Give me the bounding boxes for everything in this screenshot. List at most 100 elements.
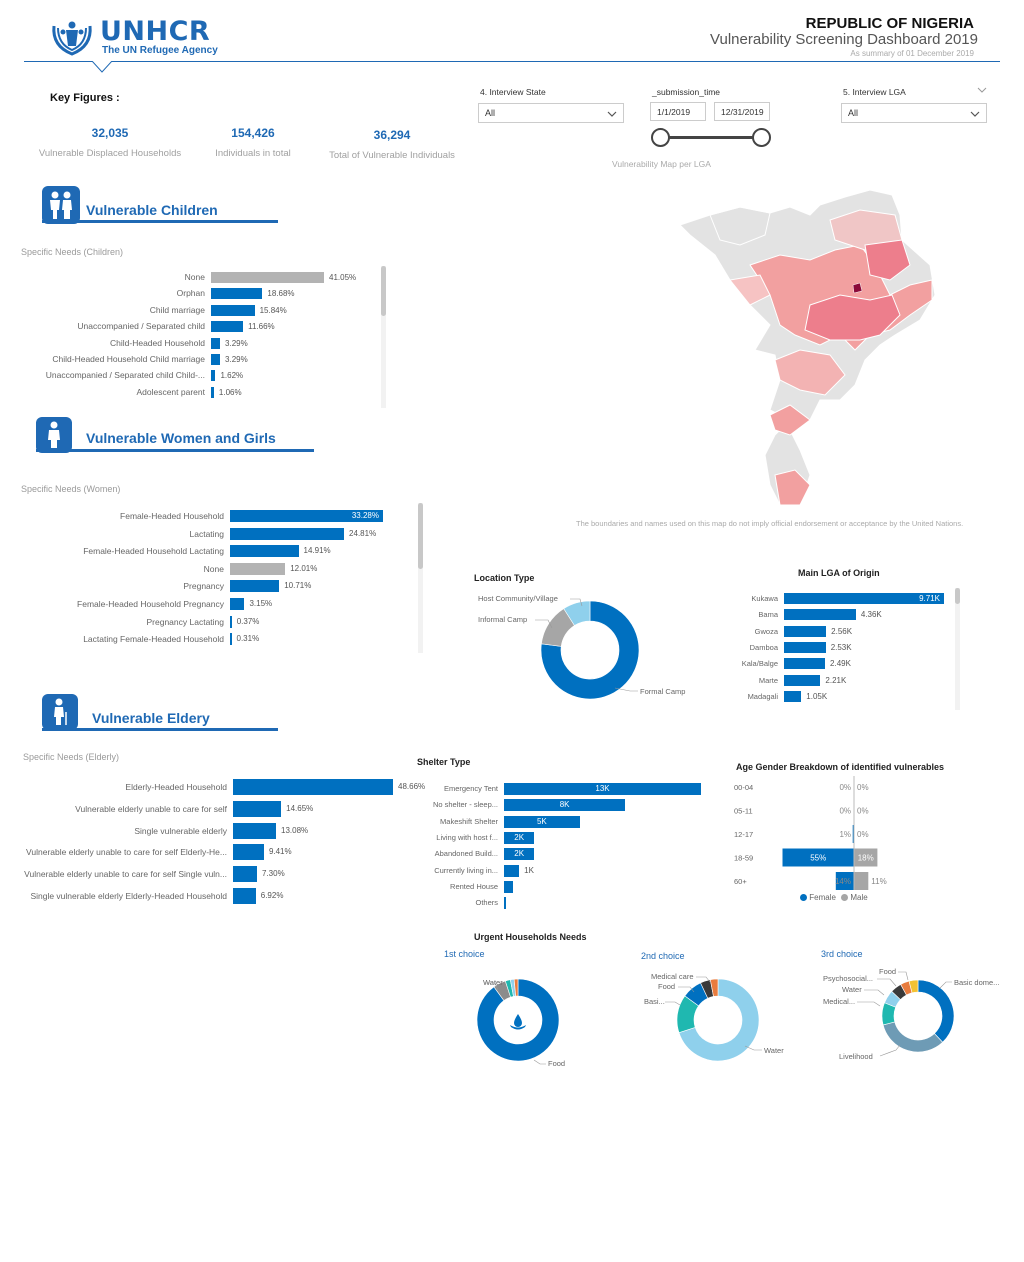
female-bar[interactable]: [782, 848, 855, 867]
donut-leader-line: [696, 976, 711, 983]
bar[interactable]: [211, 337, 221, 349]
bar[interactable]: [504, 831, 535, 844]
bar[interactable]: [784, 625, 827, 637]
lga-collapse-chevron-icon[interactable]: [977, 87, 987, 93]
bar[interactable]: [211, 386, 214, 398]
bar-category-label: Madagali: [747, 691, 778, 701]
bar[interactable]: [504, 783, 701, 795]
vulnerability-map[interactable]: [670, 185, 945, 520]
donut-slice[interactable]: [563, 600, 591, 626]
bar-category-label: Female-Headed Household Lactating: [83, 546, 224, 557]
donut-slice[interactable]: [917, 979, 955, 1043]
donut-leader-line: [857, 1001, 881, 1007]
bar[interactable]: [784, 674, 821, 686]
bar[interactable]: [504, 848, 535, 861]
donut-slice[interactable]: [678, 978, 760, 1062]
bar-category-label: Currently living in...: [434, 865, 498, 875]
bar[interactable]: [211, 321, 244, 333]
date-slider-track[interactable]: [660, 136, 762, 139]
bar[interactable]: [233, 822, 276, 839]
bar[interactable]: [233, 866, 257, 883]
female-bar[interactable]: [852, 825, 854, 843]
bar[interactable]: [504, 880, 514, 893]
donut-leader-line: [614, 687, 638, 692]
bar[interactable]: [233, 800, 282, 817]
date-slider-end-handle[interactable]: [752, 128, 771, 147]
children-chart-scrollbar[interactable]: [381, 266, 386, 408]
bar[interactable]: [211, 354, 221, 365]
women-chart-scrollbar[interactable]: [418, 503, 423, 653]
male-bar[interactable]: [854, 872, 869, 890]
bar[interactable]: [211, 304, 255, 316]
donut-label: Medical care: [651, 972, 694, 981]
age-gender-legend: Female Male: [800, 893, 868, 902]
bar[interactable]: [211, 272, 324, 283]
bar[interactable]: [230, 598, 245, 610]
female-value-label: 0%: [839, 783, 851, 792]
bar-value-label: 1.06%: [218, 387, 242, 397]
donut-slice[interactable]: [513, 978, 519, 997]
bar[interactable]: [230, 633, 232, 646]
bar[interactable]: [230, 615, 232, 628]
bar[interactable]: [230, 545, 299, 558]
bar[interactable]: [211, 370, 216, 382]
donut-slice[interactable]: [908, 979, 919, 994]
dashboard-title: Vulnerability Screening Dashboard 2019: [710, 31, 978, 48]
bar[interactable]: [230, 510, 383, 522]
children-title-underline: [42, 220, 278, 223]
male-value-label: 18%: [858, 854, 874, 863]
donut-leader-line: [898, 971, 909, 981]
bar-category-label: Bama: [758, 610, 778, 620]
lga-chart-scroll-thumb[interactable]: [955, 588, 960, 604]
donut-slice[interactable]: [540, 600, 640, 700]
bar-value-label: 2.49K: [830, 659, 851, 669]
children-chart-scroll-thumb[interactable]: [381, 266, 386, 316]
donut-slice[interactable]: [709, 978, 719, 997]
bar[interactable]: [784, 593, 944, 604]
bar[interactable]: [504, 897, 507, 910]
bar-value-label: 10.71%: [284, 581, 312, 591]
header-divider: [24, 61, 1000, 62]
bar-category-label: Living with host f...: [436, 832, 498, 842]
donut-slice[interactable]: [476, 978, 560, 1062]
bar[interactable]: [233, 779, 393, 795]
bar[interactable]: [230, 580, 280, 593]
bar[interactable]: [504, 799, 626, 812]
donut-slice[interactable]: [882, 1021, 944, 1053]
bar[interactable]: [784, 690, 802, 702]
children-chart-subtitle: Specific Needs (Children): [21, 247, 124, 257]
date-slider-start-handle[interactable]: [651, 128, 670, 147]
bar[interactable]: [230, 527, 345, 540]
bar[interactable]: [233, 888, 256, 904]
water-drop-icon: [510, 1014, 526, 1030]
bar-value-label: 3.15%: [249, 599, 273, 608]
lga-chart-scrollbar[interactable]: [955, 588, 960, 710]
date-from-input[interactable]: 1/1/2019: [650, 102, 706, 121]
women-chart-scroll-thumb[interactable]: [418, 503, 423, 569]
bar[interactable]: [233, 844, 264, 861]
bar[interactable]: [230, 562, 286, 575]
bar[interactable]: [211, 288, 263, 300]
children-section-title: Vulnerable Children: [86, 202, 218, 218]
bar-category-label: Child-Headed Household Child marriage: [52, 354, 205, 364]
bar[interactable]: [504, 815, 580, 828]
date-to-input[interactable]: 12/31/2019: [714, 102, 770, 121]
woman-icon: [48, 421, 60, 448]
bar[interactable]: [784, 641, 826, 653]
lga-filter-dropdown[interactable]: All: [841, 103, 987, 123]
kf-value: 32,035: [91, 126, 129, 140]
bar-value-label: 1K: [524, 865, 534, 875]
bar-category-label: Orphan: [176, 288, 205, 299]
legend-female-label: Female: [809, 893, 836, 902]
male-bar[interactable]: [854, 848, 878, 867]
kf-individuals: 154,426 Individuals in total: [193, 126, 313, 159]
bar-category-label: Gwoza: [754, 626, 778, 636]
bar-value-label: 0.31%: [236, 634, 260, 644]
state-filter-dropdown[interactable]: All: [478, 103, 624, 123]
bar[interactable]: [784, 609, 856, 621]
bar[interactable]: [784, 658, 826, 670]
bar[interactable]: [504, 864, 520, 877]
location-donut-chart: Formal Camp Informal Camp Host Community/V…: [478, 594, 685, 700]
bar-category-label: Marte: [758, 675, 778, 685]
female-bar[interactable]: [835, 872, 854, 890]
